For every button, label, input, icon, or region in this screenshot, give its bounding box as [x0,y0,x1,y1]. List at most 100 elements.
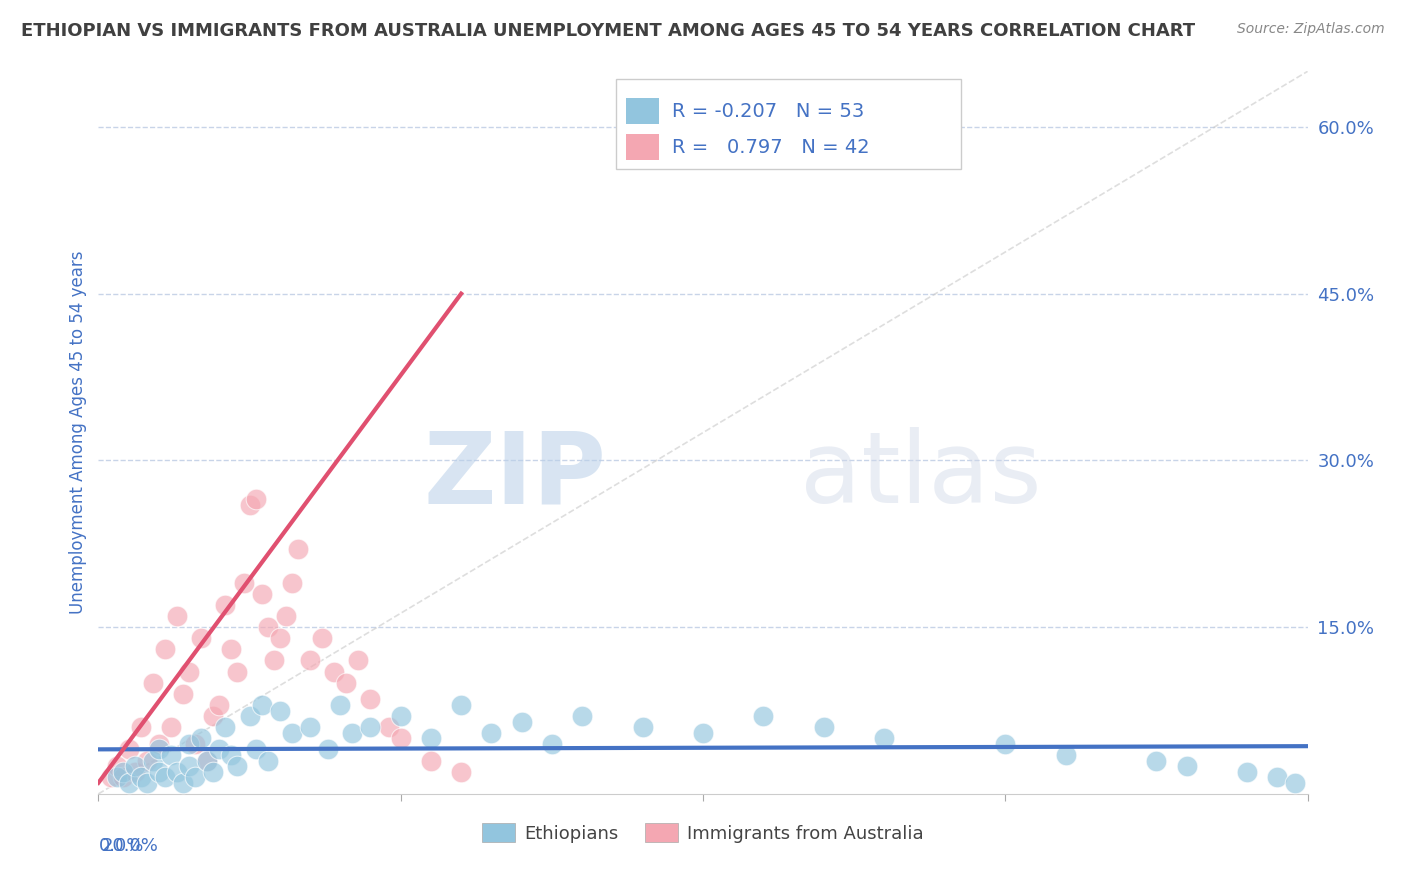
Point [153,770,176,784]
Point [360,720,382,734]
Point [239,498,262,512]
Point [179,665,201,679]
Point [335,675,357,690]
FancyBboxPatch shape [626,134,659,161]
Point [160,747,183,762]
Point [377,720,399,734]
Point [420,731,443,746]
Legend: Ethiopians, Immigrants from Australia: Ethiopians, Immigrants from Australia [475,816,931,850]
Point [195,754,218,768]
Point [450,764,472,779]
Point [100,770,122,784]
Point [221,747,243,762]
Point [281,575,304,590]
Point [571,709,593,723]
Point [148,742,170,756]
Point [1175,759,1198,773]
FancyBboxPatch shape [626,98,659,124]
Point [813,720,835,734]
Point [105,770,128,784]
Point [202,764,225,779]
Point [329,698,352,712]
Point [250,587,273,601]
Point [752,709,775,723]
Point [256,620,278,634]
Point [540,737,562,751]
Point [208,698,231,712]
Point [214,598,236,612]
Point [190,632,212,646]
Point [250,698,273,712]
Point [287,542,309,557]
Point [342,725,364,739]
Point [148,764,170,779]
Point [202,709,225,723]
Point [873,731,896,746]
Point [190,731,212,746]
Point [118,776,141,790]
Point [360,692,382,706]
Point [124,764,146,779]
Point [245,742,267,756]
Point [299,653,322,667]
Point [172,687,194,701]
Point [450,698,472,712]
Text: Source: ZipAtlas.com: Source: ZipAtlas.com [1237,22,1385,37]
Point [118,742,141,756]
Point [142,754,165,768]
Point [226,759,249,773]
Point [221,642,243,657]
Point [481,725,503,739]
Point [299,720,322,734]
Point [1236,764,1258,779]
Point [311,632,333,646]
Point [692,725,714,739]
FancyBboxPatch shape [616,78,960,169]
Point [179,737,201,751]
Text: ETHIOPIAN VS IMMIGRANTS FROM AUSTRALIA UNEMPLOYMENT AMONG AGES 45 TO 54 YEARS CO: ETHIOPIAN VS IMMIGRANTS FROM AUSTRALIA U… [21,22,1195,40]
Text: R =   0.797   N = 42: R = 0.797 N = 42 [672,137,869,157]
Point [129,770,152,784]
Point [226,665,249,679]
Point [148,737,170,751]
Point [166,609,188,624]
Text: 0.0%: 0.0% [98,838,143,855]
Point [1267,770,1289,784]
Point [208,742,231,756]
Point [111,764,134,779]
Point [1284,776,1306,790]
Point [195,754,218,768]
Point [347,653,370,667]
Point [111,770,134,784]
Point [323,665,346,679]
Point [153,642,176,657]
Point [274,609,297,624]
Text: atlas: atlas [800,427,1042,524]
Point [184,770,207,784]
Point [142,675,165,690]
Point [239,709,262,723]
Point [105,759,128,773]
Point [172,776,194,790]
Point [281,725,304,739]
Point [389,709,412,723]
Text: R = -0.207   N = 53: R = -0.207 N = 53 [672,102,863,120]
Point [1054,747,1077,762]
Point [420,754,443,768]
Text: ZIP: ZIP [423,427,606,524]
Text: 20.0%: 20.0% [103,838,159,855]
Point [389,731,412,746]
Point [184,737,207,751]
Point [160,720,183,734]
Point [263,653,285,667]
Point [124,759,146,773]
Point [135,776,157,790]
Point [1146,754,1168,768]
Point [269,632,291,646]
Point [994,737,1017,751]
Point [166,764,188,779]
Point [135,754,157,768]
Point [129,720,152,734]
Point [232,575,254,590]
Point [631,720,654,734]
